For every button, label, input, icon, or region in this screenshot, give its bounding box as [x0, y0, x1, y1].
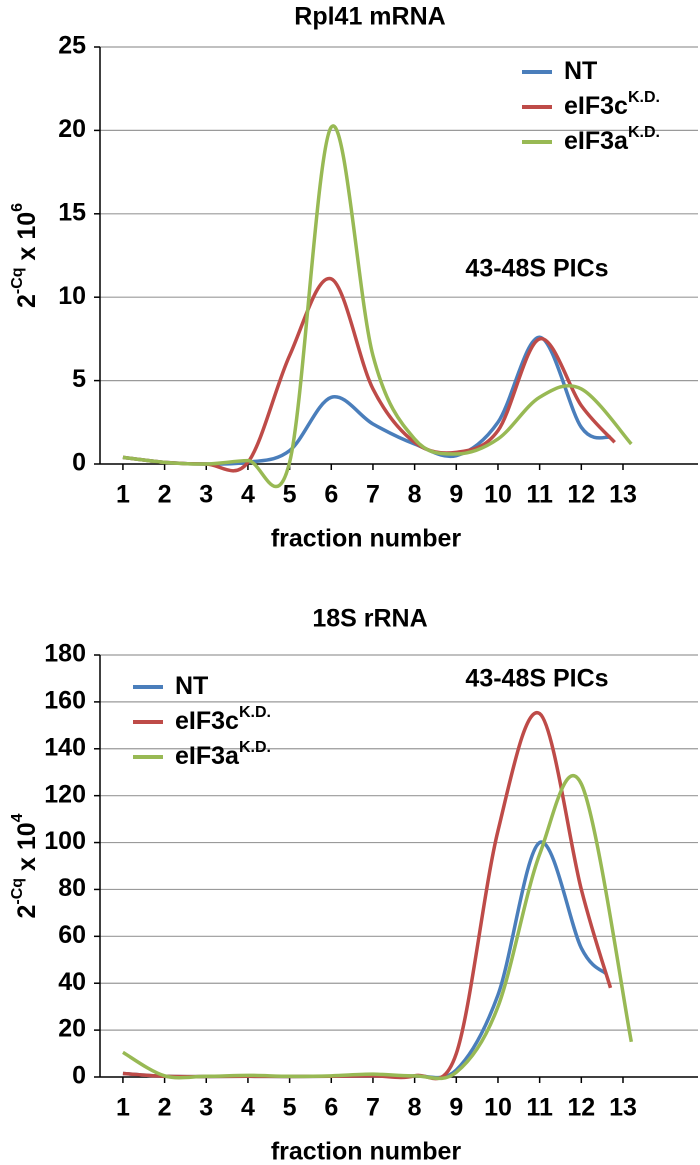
legend-label: eIF3aK.D. [564, 124, 660, 154]
legend-superscript: K.D. [628, 89, 660, 106]
legend-superscript: K.D. [239, 704, 271, 721]
annotation: 43-48S PICs [465, 665, 608, 693]
legend-label: NT [564, 57, 597, 85]
x-tick-label: 6 [324, 1094, 338, 1122]
x-tick-label: 8 [408, 481, 422, 509]
x-tick-label: 9 [449, 1094, 463, 1122]
y-tick-label: 40 [58, 968, 86, 996]
y-tick-label: 80 [58, 874, 86, 902]
x-tick-label: 1 [116, 481, 130, 509]
y-axis-label: 2-Cq x 104 [9, 813, 40, 918]
legend-label: NT [175, 672, 208, 700]
y-tick-label: 60 [58, 921, 86, 949]
legend-label: eIF3cK.D. [564, 89, 660, 119]
data-line [122, 773, 634, 1081]
y-label-mult-exp: 4 [9, 813, 26, 822]
y-label-mult: x 10 [13, 212, 41, 268]
x-tick-label: 3 [199, 481, 213, 509]
x-tick-label: 6 [324, 481, 338, 509]
x-tick-label: 8 [408, 1094, 422, 1122]
y-label-exp: -Cq [9, 878, 26, 905]
x-tick-label: 12 [567, 481, 595, 509]
x-tick-label: 3 [199, 1094, 213, 1122]
x-tick-label: 7 [366, 481, 380, 509]
x-axis-label: fraction number [271, 1138, 462, 1165]
x-tick-label: 4 [241, 481, 255, 509]
chart-title: Rpl41 mRNA [294, 3, 445, 31]
legend-name: eIF3a [175, 742, 240, 770]
y-label-mult-exp: 6 [9, 203, 26, 212]
x-tick-label: 2 [158, 481, 172, 509]
x-tick-label: 10 [484, 481, 512, 509]
x-tick-label: 13 [609, 481, 637, 509]
x-tick-label: 9 [449, 481, 463, 509]
x-axis-label: fraction number [271, 525, 462, 553]
x-tick-label: 2 [158, 1094, 172, 1122]
x-tick-label: 5 [283, 481, 297, 509]
x-tick-label: 11 [526, 481, 553, 509]
chart-title: 18S rRNA [312, 605, 427, 633]
legend-name: eIF3c [175, 707, 239, 735]
y-tick-label: 0 [72, 1062, 86, 1090]
annotation: 43-48S PICs [465, 255, 608, 283]
y-label-base: 2 [13, 905, 41, 919]
y-tick-label: 140 [44, 733, 86, 761]
data-line [122, 276, 616, 473]
data-line [122, 124, 633, 489]
x-tick-label: 7 [366, 1094, 380, 1122]
x-tick-label: 1 [116, 1094, 130, 1122]
y-tick-label: 20 [58, 115, 86, 143]
y-label-exp: -Cq [9, 267, 26, 294]
y-tick-label: 15 [58, 198, 86, 226]
x-tick-label: 11 [526, 1094, 553, 1122]
y-tick-label: 25 [58, 32, 86, 60]
y-tick-label: 10 [58, 282, 86, 310]
y-tick-label: 120 [44, 780, 86, 808]
x-tick-label: 13 [609, 1094, 637, 1122]
x-tick-label: 5 [283, 1094, 297, 1122]
y-axis-label: 2-Cq x 106 [9, 203, 40, 308]
legend-name: eIF3a [564, 127, 629, 155]
y-tick-label: 180 [44, 640, 86, 668]
y-tick-label: 5 [72, 365, 86, 393]
y-tick-label: 0 [72, 449, 86, 477]
legend-label: eIF3cK.D. [175, 704, 271, 734]
x-tick-label: 12 [567, 1094, 595, 1122]
y-tick-label: 160 [44, 686, 86, 714]
y-tick-label: 20 [58, 1015, 86, 1043]
legend-name: NT [564, 57, 597, 85]
y-tick-label: 100 [44, 827, 86, 855]
legend-name: NT [175, 672, 208, 700]
x-tick-label: 10 [484, 1094, 512, 1122]
y-label-base: 2 [13, 294, 41, 308]
legend-superscript: K.D. [628, 124, 660, 141]
legend-name: eIF3c [564, 92, 628, 120]
x-tick-label: 4 [241, 1094, 255, 1122]
y-label-mult: x 10 [13, 822, 41, 878]
legend-superscript: K.D. [239, 739, 271, 756]
legend-label: eIF3aK.D. [175, 739, 271, 769]
